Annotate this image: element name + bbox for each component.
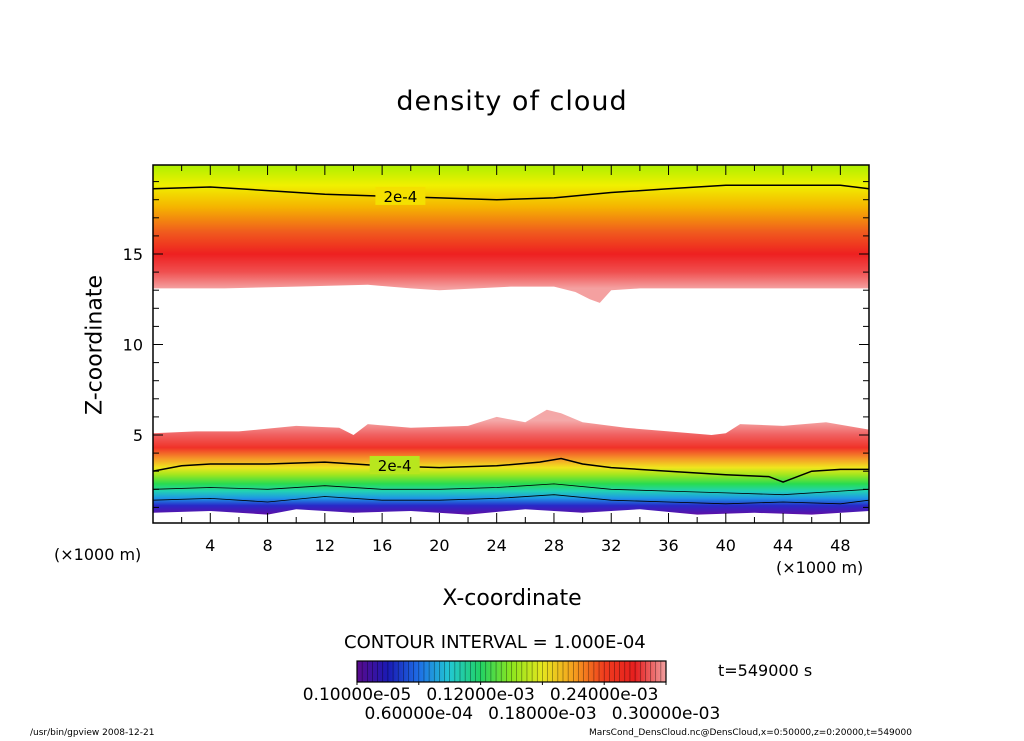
- upper-cloud-layer: [153, 165, 869, 303]
- x-tick-label: 40: [716, 536, 736, 555]
- x-tick-label: 20: [429, 536, 449, 555]
- contour-line: [153, 483, 869, 496]
- chart-title: density of cloud: [396, 86, 628, 117]
- plot-area: 2e-4 2e-4: [153, 165, 869, 515]
- footer-right: MarsCond_DensCloud.nc@DensCloud,x=0:5000…: [589, 728, 912, 738]
- x-tick-label: 12: [315, 536, 335, 555]
- colorbar-frame: [356, 660, 667, 683]
- x-tick-label: 48: [830, 536, 850, 555]
- contour-label: 2e-4: [384, 188, 418, 206]
- x-tick-label: 4: [205, 536, 215, 555]
- colorbar-tick-label: 0.60000e-04: [365, 704, 474, 724]
- contour-line: [153, 457, 869, 483]
- contour-line: [153, 184, 869, 201]
- colorbar-tick-label: 0.10000e-05: [303, 685, 412, 705]
- colorbar-tick-label: 0.18000e-03: [488, 704, 597, 724]
- footer-left: /usr/bin/gpview 2008-12-21: [30, 728, 155, 738]
- x-tick-label: 16: [372, 536, 392, 555]
- contour-line: [153, 494, 869, 505]
- x-unit-right: (×1000 m): [776, 558, 864, 577]
- x-tick-label: 32: [601, 536, 621, 555]
- time-label: t=549000 s: [718, 661, 813, 680]
- x-tick-label: 44: [773, 536, 793, 555]
- colorbar-tick-label: 0.24000e-03: [550, 685, 659, 705]
- contour-label-bg: [375, 186, 426, 205]
- x-tick-label: 8: [262, 536, 272, 555]
- y-tick-label: 5: [133, 426, 143, 445]
- colorbar-tick-label: 0.12000e-03: [426, 685, 535, 705]
- x-unit-left: (×1000 m): [54, 545, 142, 564]
- x-tick-label: 28: [544, 536, 564, 555]
- contour-label: 2e-4: [378, 457, 412, 475]
- y-tick-label: 15: [123, 245, 143, 264]
- colorbar-tick-label: 0.30000e-03: [612, 704, 721, 724]
- y-tick-label: 10: [123, 336, 143, 355]
- contour-interval: CONTOUR INTERVAL = 1.000E-04: [344, 632, 646, 653]
- x-tick-label: 24: [487, 536, 507, 555]
- contour-label-bg: [369, 456, 420, 475]
- x-tick-label: 36: [658, 536, 678, 555]
- y-axis-label: Z-coordinate: [82, 275, 108, 415]
- lower-cloud-layer: [153, 409, 869, 515]
- x-axis-label: X-coordinate: [442, 586, 582, 611]
